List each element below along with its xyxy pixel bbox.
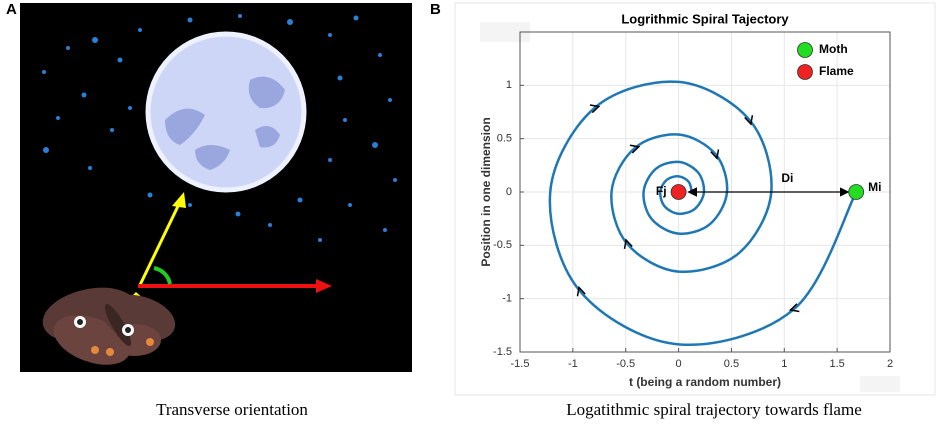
legend-marker [797,64,813,80]
moon-direction [138,201,182,286]
caption: Transverse orientation [156,400,308,419]
moon-craters [165,76,285,170]
y-tick-label: -0.5 [493,239,512,251]
moth-illustration [42,287,176,365]
direction-arrow [744,115,754,126]
toolbar [860,376,900,392]
x-tick-label: 0 [676,358,682,370]
arrow-head [316,279,332,293]
y-tick-label: -1 [502,293,512,305]
x-tick-label: -1.5 [511,358,530,370]
panel-label: B [430,1,441,18]
direction-arrow [576,285,586,297]
y-tick-label: 0.5 [497,133,512,145]
legend-label: Flame [819,64,854,78]
direction-arrow [629,144,641,154]
y-tick-label: 1 [506,79,512,91]
x-tick-label: -1 [568,358,578,370]
x-tick-label: 1 [781,358,787,370]
legend-marker [797,42,813,58]
spiral-trajectory [548,80,858,346]
plot-background [454,2,936,396]
y-tick-label: 0 [506,186,512,198]
point [670,184,687,200]
toolbar [480,22,530,42]
caption: Logatithmic spiral trajectory towards fl… [566,400,862,419]
annotation: Fj [656,184,667,198]
legend-label: Moth [819,42,848,56]
arrow-head [172,192,186,208]
direction-arrow [788,303,800,313]
annotation: Di [781,171,793,185]
stars [42,14,397,242]
y-axis-label: Position in one dimension [479,117,493,266]
moon [145,31,307,193]
direction-arrow [623,238,633,249]
plot-frame [519,31,891,353]
x-tick-label: -0.5 [616,358,635,370]
x-axis-label: t (being a random number) [629,375,781,389]
point [848,184,865,200]
x-tick-label: 2 [887,358,893,370]
x-tick-label: 0.5 [724,358,739,370]
panel-label: A [6,1,17,18]
angle-arc [153,266,172,285]
annotation: Mi [868,180,881,194]
y-tick-label: -1.5 [493,346,512,358]
direction-arrow [589,104,601,114]
x-tick-label: 1.5 [829,358,844,370]
direction-arrow [710,149,720,160]
chart-title: Logrithmic Spiral Tajectory [621,11,789,26]
